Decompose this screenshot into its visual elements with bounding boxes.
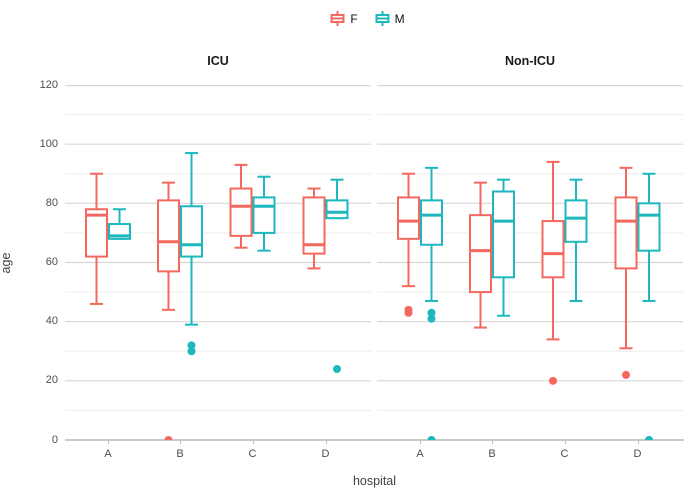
x-axis-title: hospital (352, 474, 397, 488)
box-Non-ICU-B-M (492, 178, 515, 317)
iqr-box (252, 196, 276, 234)
box-Non-ICU-A-F (397, 172, 420, 317)
x-tick-label-ICU-D: D (321, 448, 330, 460)
box-Non-ICU-C-M (564, 178, 588, 302)
y-tick-label-40: 40 (45, 315, 58, 328)
legend-label-f: F (350, 11, 358, 26)
box-Non-ICU-D-F (614, 166, 638, 379)
panel-ICU (65, 85, 371, 440)
facet-title-non-icu: Non-ICU (505, 54, 555, 68)
outlier-point (427, 308, 436, 317)
legend: F M (17, 10, 700, 27)
x-tick-label-Non-ICU-C: C (560, 448, 569, 460)
x-tick-mark (637, 441, 639, 444)
x-tick-mark (325, 441, 327, 444)
outlier-point (333, 365, 341, 373)
x-tick-mark (108, 441, 109, 444)
x-tick-label-ICU-C: C (248, 448, 257, 460)
box-Non-ICU-A-M (420, 166, 443, 440)
iqr-box (180, 205, 203, 258)
y-tick-label-60: 60 (45, 256, 58, 268)
y-axis-title: age (0, 252, 13, 274)
iqr-box (302, 196, 326, 255)
iqr-box (397, 196, 420, 240)
outlier-point (549, 376, 557, 385)
panel-Non-ICU (377, 85, 683, 440)
legend-item-f[interactable]: F (329, 10, 358, 27)
x-tick-label-Non-ICU-A: A (416, 448, 424, 460)
box-ICU-D-F (302, 187, 326, 270)
x-tick-mark (564, 441, 566, 444)
y-tick-label-80: 80 (45, 196, 58, 209)
iqr-box (229, 187, 253, 237)
outlier-point (645, 436, 653, 440)
outlier-point (427, 436, 436, 440)
y-tick-label-120: 120 (39, 78, 58, 91)
box-ICU-C-F (229, 163, 253, 249)
box-Non-ICU-D-M (637, 172, 661, 440)
iqr-box (157, 199, 180, 273)
legend-item-m[interactable]: M (374, 10, 405, 27)
iqr-box (614, 196, 638, 270)
x-tick-mark (180, 441, 181, 444)
box-ICU-B-M (180, 152, 203, 356)
box-ICU-A-F (85, 172, 108, 305)
outlier-point (404, 308, 413, 317)
iqr-box (564, 199, 588, 243)
iqr-box (492, 190, 515, 279)
outlier-point (187, 341, 196, 350)
x-axis-line (65, 439, 684, 441)
box-Non-ICU-C-F (541, 160, 565, 385)
box-ICU-A-M (108, 208, 131, 240)
box-Non-ICU-B-F (469, 181, 492, 329)
iqr-box (541, 220, 565, 279)
box-ICU-D-M (325, 178, 349, 373)
iqr-box (469, 214, 492, 294)
x-tick-mark (252, 441, 254, 444)
x-tick-label-Non-ICU-D: D (633, 448, 642, 460)
x-tick-label-ICU-A: A (104, 448, 112, 460)
x-tick-label-ICU-B: B (176, 448, 184, 460)
y-tick-label-0: 0 (51, 433, 58, 446)
iqr-box (637, 202, 661, 252)
iqr-box (325, 199, 349, 220)
iqr-box (420, 199, 443, 246)
outlier-point (187, 347, 196, 356)
iqr-box (85, 208, 108, 258)
y-tick-label-100: 100 (39, 137, 58, 150)
y-tick-label-20: 20 (45, 374, 58, 387)
facet-title-icu: ICU (207, 54, 229, 68)
outlier-point (427, 314, 436, 323)
legend-label-m: M (394, 11, 405, 26)
x-tick-mark (420, 441, 421, 444)
outlier-point (622, 370, 630, 379)
x-tick-mark (492, 441, 493, 444)
outlier-point (164, 436, 173, 440)
box-ICU-C-M (252, 175, 276, 252)
boxplot-glyph-icon (375, 11, 390, 26)
box-ICU-B-F (157, 181, 180, 440)
boxplot-glyph-icon (330, 11, 345, 26)
x-tick-label-Non-ICU-B: B (488, 448, 496, 460)
